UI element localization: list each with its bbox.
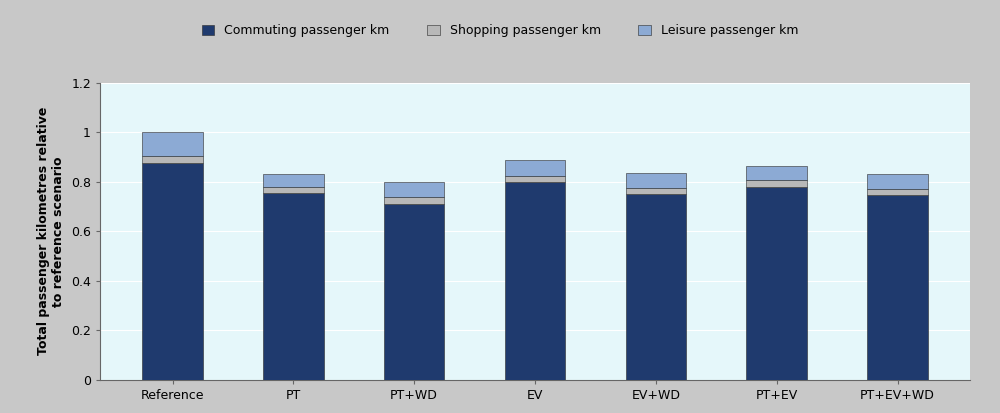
Y-axis label: Total passenger kilometres relative
to reference scenario: Total passenger kilometres relative to r… [37,107,65,356]
Bar [142,132,203,156]
Bar [626,173,686,188]
Bar [263,174,324,187]
Bar [263,187,324,193]
Bar [746,180,807,187]
Bar [142,156,203,163]
Bar [263,193,324,380]
Bar [384,182,444,197]
Bar [626,194,686,380]
Bar [746,166,807,180]
Bar [505,183,565,380]
Bar [505,176,565,183]
Bar [384,197,444,204]
Bar [746,187,807,380]
Bar [505,160,565,176]
Bar [626,188,686,194]
Legend: Commuting passenger km, Shopping passenger km, Leisure passenger km: Commuting passenger km, Shopping passeng… [197,19,803,43]
Bar [142,163,203,380]
Bar [867,174,928,189]
Bar [867,195,928,380]
Bar [867,189,928,195]
Bar [384,204,444,380]
